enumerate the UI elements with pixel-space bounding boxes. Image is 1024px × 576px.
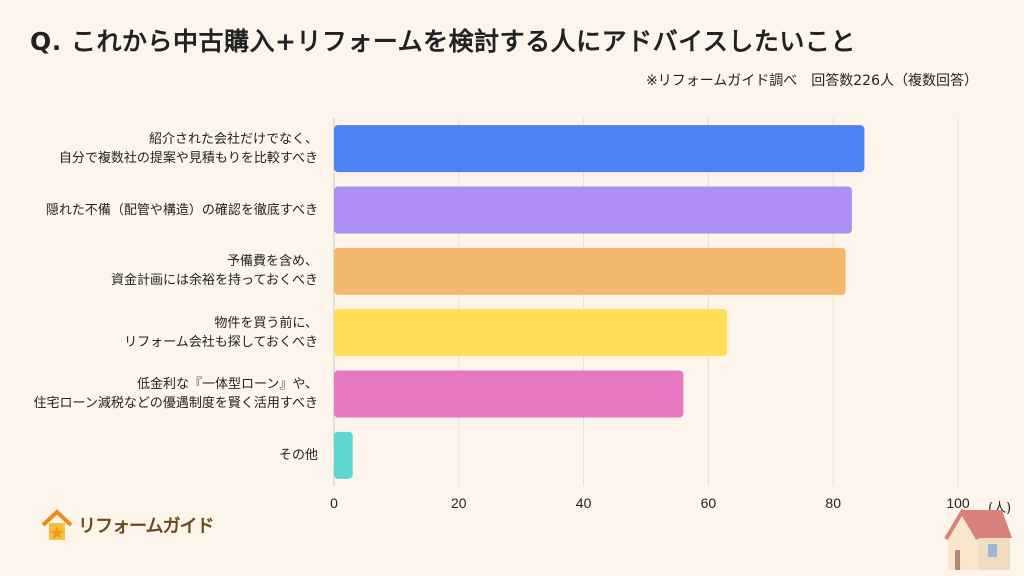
logo: リフォームガイド	[40, 508, 214, 542]
x-tick-label: 60	[701, 495, 717, 511]
house-logo-icon	[41, 509, 73, 540]
logo-text: リフォームガイド	[78, 516, 214, 537]
x-tick-label: 80	[825, 495, 841, 511]
house-illustration-icon	[944, 508, 1012, 570]
x-tick-label: 20	[451, 495, 467, 511]
bar	[334, 247, 846, 295]
category-label: 予備費を含め、 資金計画には余裕を持っておくべき	[111, 254, 318, 289]
bar	[334, 309, 728, 357]
category-label: 紹介された会社だけでなく、 自分で複数社の提案や見積もりを比較すべき	[58, 131, 318, 166]
category-label: 物件を買う前に、 リフォーム会社も探しておくべき	[124, 315, 318, 350]
survey-note: ※リフォームガイド調べ 回答数226人（複数回答）	[645, 73, 978, 89]
chart-title: Q. これから中古購入+リフォームを検討する人にアドバイスしたいこと	[30, 27, 856, 56]
x-tick-label: 0	[330, 495, 338, 511]
x-tick-label: 40	[576, 495, 592, 511]
category-label: 隠れた不備（配管や構造）の確認を徹底すべき	[45, 202, 318, 218]
x-tick-label: 100	[946, 495, 970, 511]
bar	[334, 125, 865, 173]
category-label: 低金利な『一体型ローン』や、 住宅ローン減税などの優遇制度を賢く活用すべき	[33, 377, 318, 411]
bar	[334, 186, 852, 234]
bar	[334, 431, 353, 479]
category-label: その他	[278, 447, 318, 463]
bar	[334, 370, 684, 418]
